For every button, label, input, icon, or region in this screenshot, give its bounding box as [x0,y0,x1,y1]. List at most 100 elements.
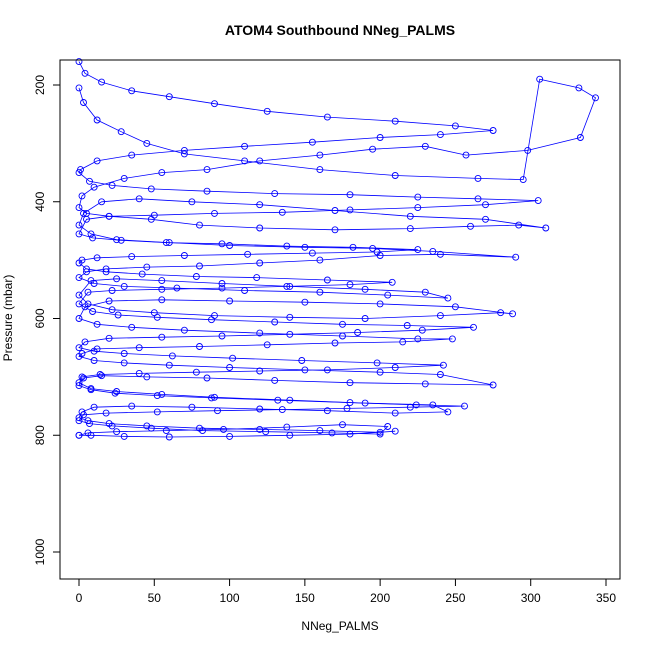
data-point [346,206,354,214]
data-point [86,177,93,185]
data-point [75,84,83,92]
data-point [80,99,87,106]
data-point [346,399,354,407]
data-point [203,374,211,382]
data-point [256,367,264,375]
data-point [406,403,414,411]
data-point [391,409,399,417]
data-point [89,234,97,242]
data-point [421,142,429,150]
data-point [331,226,339,234]
y-tick-label: 800 [33,425,47,445]
data-point [323,113,331,121]
data-point [412,401,420,409]
data-point [211,393,218,401]
data-point [301,298,309,306]
data-point [512,253,520,261]
x-tick-label: 100 [220,591,240,605]
data-point [421,288,429,296]
data-point [256,157,264,165]
data-point [482,215,489,223]
data-point [192,368,200,376]
data-point [75,259,83,267]
data-point [354,329,362,336]
data-point [75,58,83,66]
data-point [462,151,470,159]
data-point [519,176,527,184]
data-point [349,243,357,251]
x-tick-label: 0 [76,591,83,605]
data-point [436,312,444,320]
data-point [120,359,128,367]
y-axis: 200 400 600 800 1000 [33,75,61,565]
data-point [86,420,93,428]
data-point [403,322,411,329]
data-point [165,361,173,369]
data-point [436,371,444,378]
data-point [256,405,264,413]
data-point [308,249,316,257]
data-point [509,310,517,318]
data-point [196,221,203,229]
data-point [406,212,414,220]
data-point [153,392,161,400]
data-point [575,84,583,92]
data-point [376,300,384,308]
y-tick-label: 400 [33,191,47,211]
x-tick-label: 200 [370,591,390,605]
data-point [253,274,261,282]
data-point [120,350,128,357]
data-point [180,252,188,259]
data-point [256,201,264,209]
data-point [218,240,226,248]
data-point [339,421,346,429]
data-point [128,253,136,261]
data-point [448,335,456,343]
data-point [208,316,215,324]
data-point [90,183,98,191]
data-point [75,315,83,322]
data-point [78,192,86,200]
data-point [346,379,354,387]
data-point [467,222,474,230]
chart-title: ATOM4 Southbound NNeg_PALMS [225,22,455,38]
data-point [489,127,497,134]
data-point [283,423,291,431]
data-point [218,332,226,340]
data-point [81,69,89,77]
data-point [256,329,264,337]
data-point [534,197,542,205]
data-point [226,242,234,249]
data-point [90,357,98,364]
data-point [113,428,121,436]
data-point [286,313,294,321]
y-tick-label: 1000 [33,538,47,565]
data-point [102,268,110,276]
data-point [316,166,324,174]
data-point [173,284,181,292]
data-point [391,117,399,125]
data-point [87,277,95,285]
data-point [80,209,87,217]
data-point [283,242,291,250]
data-point [75,204,83,212]
data-point [388,278,396,286]
data-point [153,313,161,321]
data-point [120,174,128,182]
data-point [165,433,173,441]
data-point [196,343,203,350]
data-point [113,388,121,395]
data-point [482,201,489,209]
data-point [90,403,98,411]
data-point [158,390,166,398]
data-point [384,291,392,299]
data-point [414,246,422,254]
data-point [218,284,226,292]
data-point [592,94,599,102]
data-point [399,338,407,346]
x-tick-label: 150 [295,591,315,605]
data-point [114,311,122,319]
data-point [391,364,399,371]
data-point [87,230,95,238]
